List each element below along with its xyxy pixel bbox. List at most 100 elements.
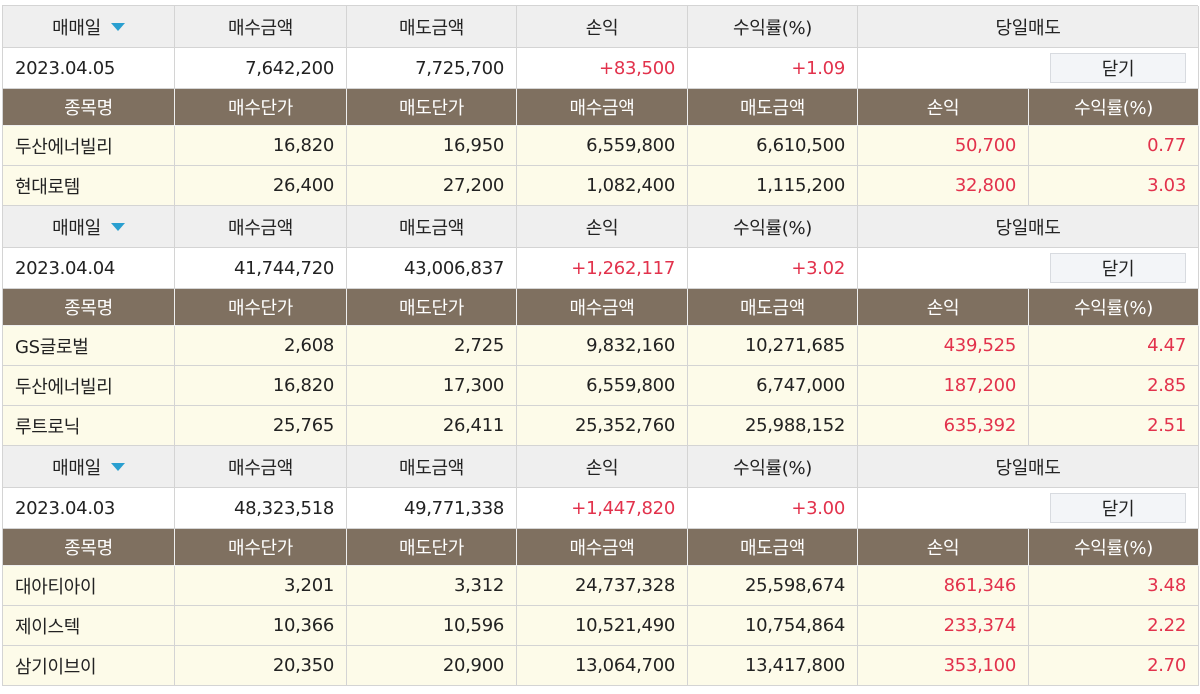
summary-header-cell: 당일매도 xyxy=(858,206,1199,248)
summary-profit: +83,500 xyxy=(517,48,688,89)
header-label: 매매일 xyxy=(52,217,101,239)
summary-header-cell: 손익 xyxy=(517,6,688,48)
stock-rate: 4.47 xyxy=(1029,326,1199,366)
stock-buy-amount: 10,521,490 xyxy=(517,606,688,646)
summary-header-cell: 수익률(%) xyxy=(688,206,858,248)
summary-date: 2023.04.03 xyxy=(3,488,175,529)
detail-header-cell: 수익률(%) xyxy=(1029,529,1199,566)
stock-name[interactable]: 현대로템 xyxy=(3,166,175,206)
summary-header-cell: 매도금액 xyxy=(347,446,517,488)
detail-header-cell: 매도금액 xyxy=(688,289,858,326)
stock-name[interactable]: 루트로닉 xyxy=(3,406,175,446)
stock-name[interactable]: 삼기이브이 xyxy=(3,646,175,686)
stock-rate: 0.77 xyxy=(1029,126,1199,166)
close-cell: 닫기 xyxy=(858,488,1199,529)
summary-header-cell: 매도금액 xyxy=(347,6,517,48)
detail-header-cell: 매도금액 xyxy=(688,89,858,126)
stock-buy-price: 3,201 xyxy=(175,566,347,606)
stock-sell-price: 2,725 xyxy=(347,326,517,366)
stock-sell-price: 26,411 xyxy=(347,406,517,446)
stock-buy-amount: 13,064,700 xyxy=(517,646,688,686)
stock-name[interactable]: GS글로벌 xyxy=(3,326,175,366)
detail-header-row: 종목명 매수단가 매도단가 매수금액 매도금액 손익 수익률(%) xyxy=(3,289,1199,326)
stock-profit: 635,392 xyxy=(858,406,1029,446)
detail-header-cell: 매수금액 xyxy=(517,289,688,326)
stock-rate: 2.51 xyxy=(1029,406,1199,446)
stock-row: 현대로템 26,400 27,200 1,082,400 1,115,200 32,800… xyxy=(3,166,1199,206)
detail-header-cell: 종목명 xyxy=(3,289,175,326)
summary-rate: +3.00 xyxy=(688,488,858,529)
summary-profit: +1,262,117 xyxy=(517,248,688,289)
stock-sell-price: 10,596 xyxy=(347,606,517,646)
detail-header-cell: 매수단가 xyxy=(175,289,347,326)
detail-header-cell: 매수단가 xyxy=(175,529,347,566)
stock-sell-amount: 6,747,000 xyxy=(688,366,858,406)
summary-header-cell: 수익률(%) xyxy=(688,6,858,48)
stock-sell-amount: 1,115,200 xyxy=(688,166,858,206)
stock-name[interactable]: 대아티아이 xyxy=(3,566,175,606)
detail-header-cell: 손익 xyxy=(858,89,1029,126)
stock-buy-amount: 6,559,800 xyxy=(517,366,688,406)
detail-header-cell: 손익 xyxy=(858,529,1029,566)
close-button[interactable]: 닫기 xyxy=(1050,493,1186,523)
summary-header-row: 매매일 매수금액 매도금액 손익 수익률(%) 당일매도 xyxy=(3,446,1199,488)
summary-header-cell: 당일매도 xyxy=(858,446,1199,488)
detail-header-cell: 매도금액 xyxy=(688,529,858,566)
summary-header-row: 매매일 매수금액 매도금액 손익 수익률(%) 당일매도 xyxy=(3,206,1199,248)
summary-row: 2023.04.05 7,642,200 7,725,700 +83,500 +1.09… xyxy=(3,48,1199,89)
detail-header-cell: 수익률(%) xyxy=(1029,89,1199,126)
stock-name[interactable]: 두산에너빌리 xyxy=(3,366,175,406)
stock-buy-price: 10,366 xyxy=(175,606,347,646)
stock-buy-amount: 6,559,800 xyxy=(517,126,688,166)
summary-header-row: 매매일 매수금액 매도금액 손익 수익률(%) 당일매도 xyxy=(3,6,1199,48)
stock-sell-amount: 25,988,152 xyxy=(688,406,858,446)
close-button[interactable]: 닫기 xyxy=(1050,53,1186,83)
summary-row: 2023.04.04 41,744,720 43,006,837 +1,262,117… xyxy=(3,248,1199,289)
stock-sell-amount: 10,271,685 xyxy=(688,326,858,366)
stock-row: 두산에너빌리 16,820 16,950 6,559,800 6,610,500 50,7… xyxy=(3,126,1199,166)
stock-buy-price: 25,765 xyxy=(175,406,347,446)
detail-header-cell: 매도단가 xyxy=(347,89,517,126)
summary-header-cell: 손익 xyxy=(517,446,688,488)
stock-name[interactable]: 제이스텍 xyxy=(3,606,175,646)
summary-header-cell: 매도금액 xyxy=(347,206,517,248)
detail-header-cell: 매도단가 xyxy=(347,289,517,326)
summary-rate: +3.02 xyxy=(688,248,858,289)
sort-down-icon[interactable] xyxy=(110,22,125,31)
summary-profit: +1,447,820 xyxy=(517,488,688,529)
stock-row: 두산에너빌리 16,820 17,300 6,559,800 6,747,000 187,… xyxy=(3,366,1199,406)
stock-row: 제이스텍 10,366 10,596 10,521,490 10,754,864 233,… xyxy=(3,606,1199,646)
header-trade-date-sort[interactable]: 매매일 xyxy=(3,206,175,248)
stock-profit: 32,800 xyxy=(858,166,1029,206)
header-trade-date-sort[interactable]: 매매일 xyxy=(3,6,175,48)
summary-rate: +1.09 xyxy=(688,48,858,89)
stock-name[interactable]: 두산에너빌리 xyxy=(3,126,175,166)
stock-sell-price: 17,300 xyxy=(347,366,517,406)
stock-buy-amount: 25,352,760 xyxy=(517,406,688,446)
stock-buy-price: 2,608 xyxy=(175,326,347,366)
summary-date: 2023.04.05 xyxy=(3,48,175,89)
stock-sell-price: 27,200 xyxy=(347,166,517,206)
header-label: 매매일 xyxy=(52,457,101,479)
summary-header-cell: 당일매도 xyxy=(858,6,1199,48)
summary-sell-amount: 7,725,700 xyxy=(347,48,517,89)
stock-rate: 2.22 xyxy=(1029,606,1199,646)
summary-header-cell: 매수금액 xyxy=(175,6,347,48)
stock-rate: 3.03 xyxy=(1029,166,1199,206)
stock-rate: 2.85 xyxy=(1029,366,1199,406)
header-trade-date-sort[interactable]: 매매일 xyxy=(3,446,175,488)
header-label: 매매일 xyxy=(52,17,101,39)
summary-buy-amount: 7,642,200 xyxy=(175,48,347,89)
stock-profit: 353,100 xyxy=(858,646,1029,686)
detail-header-cell: 종목명 xyxy=(3,89,175,126)
sort-down-icon[interactable] xyxy=(110,222,125,231)
stock-row: 삼기이브이 20,350 20,900 13,064,700 13,417,800 353… xyxy=(3,646,1199,686)
stock-sell-price: 20,900 xyxy=(347,646,517,686)
detail-header-cell: 매수금액 xyxy=(517,89,688,126)
trade-history-table: 매매일 매수금액 매도금액 손익 수익률(%) 당일매도 2023.04.05 7,642,2… xyxy=(2,5,1199,686)
stock-sell-price: 16,950 xyxy=(347,126,517,166)
close-button[interactable]: 닫기 xyxy=(1050,253,1186,283)
detail-header-row: 종목명 매수단가 매도단가 매수금액 매도금액 손익 수익률(%) xyxy=(3,529,1199,566)
stock-buy-price: 20,350 xyxy=(175,646,347,686)
sort-down-icon[interactable] xyxy=(110,462,125,471)
